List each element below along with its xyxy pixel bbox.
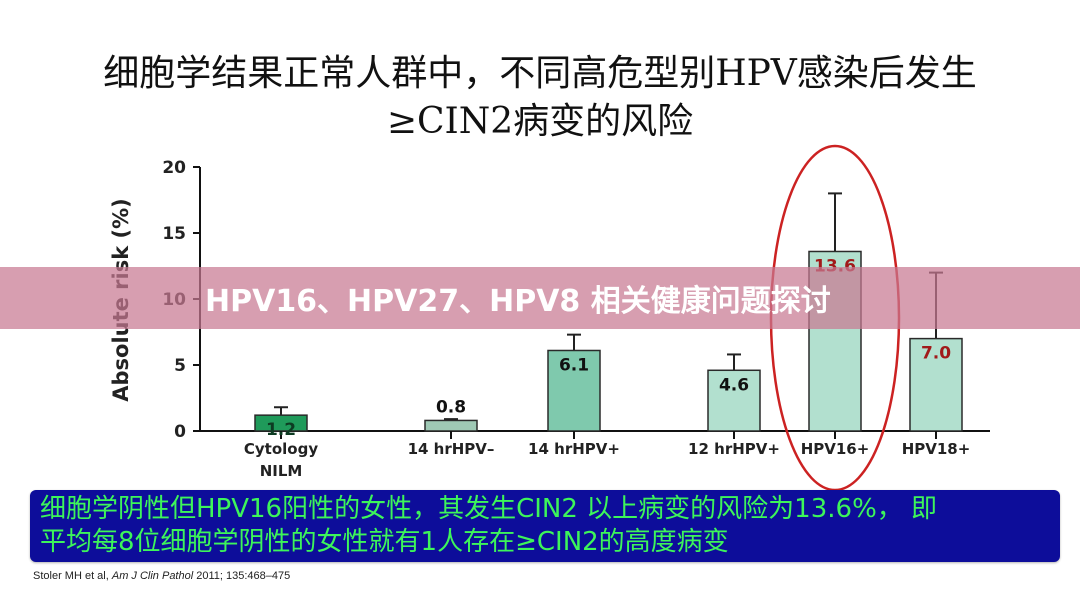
- value-label: 7.0: [921, 344, 951, 364]
- callout-line-1: 细胞学阴性但HPV16阳性的女性，其发生CIN2 以上病变的风险为13.6%， …: [40, 494, 938, 524]
- category-label: 12 hrHPV+: [688, 440, 780, 458]
- category-label: HPV18+: [902, 440, 971, 458]
- category-label: HPV16+: [801, 440, 870, 458]
- bar-2: [547, 349, 601, 432]
- y-tick-label: 20: [162, 158, 186, 178]
- y-tick-label: 5: [174, 356, 186, 376]
- citation-details: 2011; 135:468–475: [193, 570, 291, 582]
- bar-5: [909, 337, 963, 432]
- category-label: 14 hrHPV+: [528, 440, 620, 458]
- chart-title-line-1: 细胞学结果正常人群中，不同高危型别HPV感染后发生: [103, 53, 977, 94]
- citation-authors: Stoler MH et al,: [33, 570, 112, 582]
- callout-line-2: 平均每8位细胞学阴性的女性就有1人存在≥CIN2的高度病变: [40, 527, 729, 557]
- value-label: 6.1: [559, 355, 589, 375]
- y-tick-label: 0: [174, 422, 186, 442]
- value-label: 1.2: [266, 420, 296, 440]
- category-label: Cytology: [244, 440, 318, 458]
- value-label: 4.6: [719, 375, 749, 395]
- banner-text: HPV16、HPV27、HPV8 相关健康问题探讨: [205, 284, 831, 319]
- category-label: NILM: [260, 462, 303, 480]
- chart-title-line-2: ≥CIN2病变的风险: [386, 101, 694, 142]
- bar-1: [424, 419, 478, 432]
- category-label: 14 hrHPV–: [408, 440, 495, 458]
- y-tick-label: 15: [162, 224, 186, 244]
- citation: Stoler MH et al, Am J Clin Pathol 2011; …: [33, 570, 290, 582]
- bar-3: [707, 369, 761, 432]
- value-label: 0.8: [436, 397, 466, 417]
- overlay-banner: HPV16、HPV27、HPV8 相关健康问题探讨: [0, 267, 1080, 329]
- citation-journal: Am J Clin Pathol: [111, 570, 194, 582]
- callout-box: 细胞学阴性但HPV16阳性的女性，其发生CIN2 以上病变的风险为13.6%， …: [30, 490, 1060, 562]
